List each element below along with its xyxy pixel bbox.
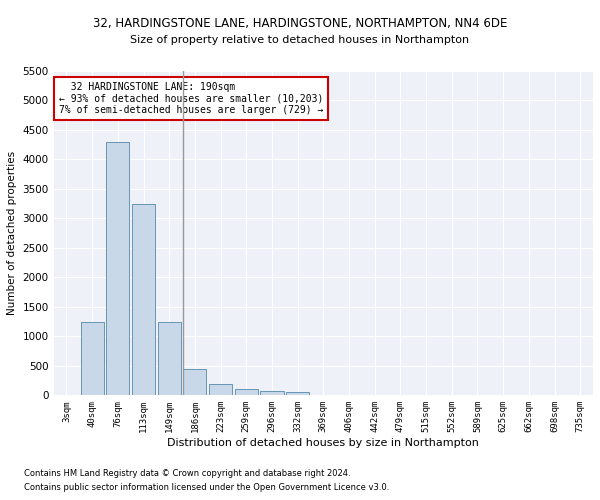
Text: Contains HM Land Registry data © Crown copyright and database right 2024.: Contains HM Land Registry data © Crown c… [24,468,350,477]
Bar [184,369,206,396]
Bar [235,390,258,396]
X-axis label: Distribution of detached houses by size in Northampton: Distribution of detached houses by size … [167,438,479,448]
Text: 32, HARDINGSTONE LANE, HARDINGSTONE, NORTHAMPTON, NN4 6DE: 32, HARDINGSTONE LANE, HARDINGSTONE, NOR… [93,18,507,30]
Bar [158,322,181,396]
Text: Contains public sector information licensed under the Open Government Licence v3: Contains public sector information licen… [24,484,389,492]
Bar [260,391,284,396]
Y-axis label: Number of detached properties: Number of detached properties [7,151,17,315]
Text: Size of property relative to detached houses in Northampton: Size of property relative to detached ho… [130,35,470,45]
Bar [209,384,232,396]
Text: 32 HARDINGSTONE LANE: 190sqm
← 93% of detached houses are smaller (10,203)
7% of: 32 HARDINGSTONE LANE: 190sqm ← 93% of de… [59,82,323,116]
Bar [132,204,155,396]
Bar [286,392,309,396]
Bar [106,142,130,396]
Bar [80,322,104,396]
